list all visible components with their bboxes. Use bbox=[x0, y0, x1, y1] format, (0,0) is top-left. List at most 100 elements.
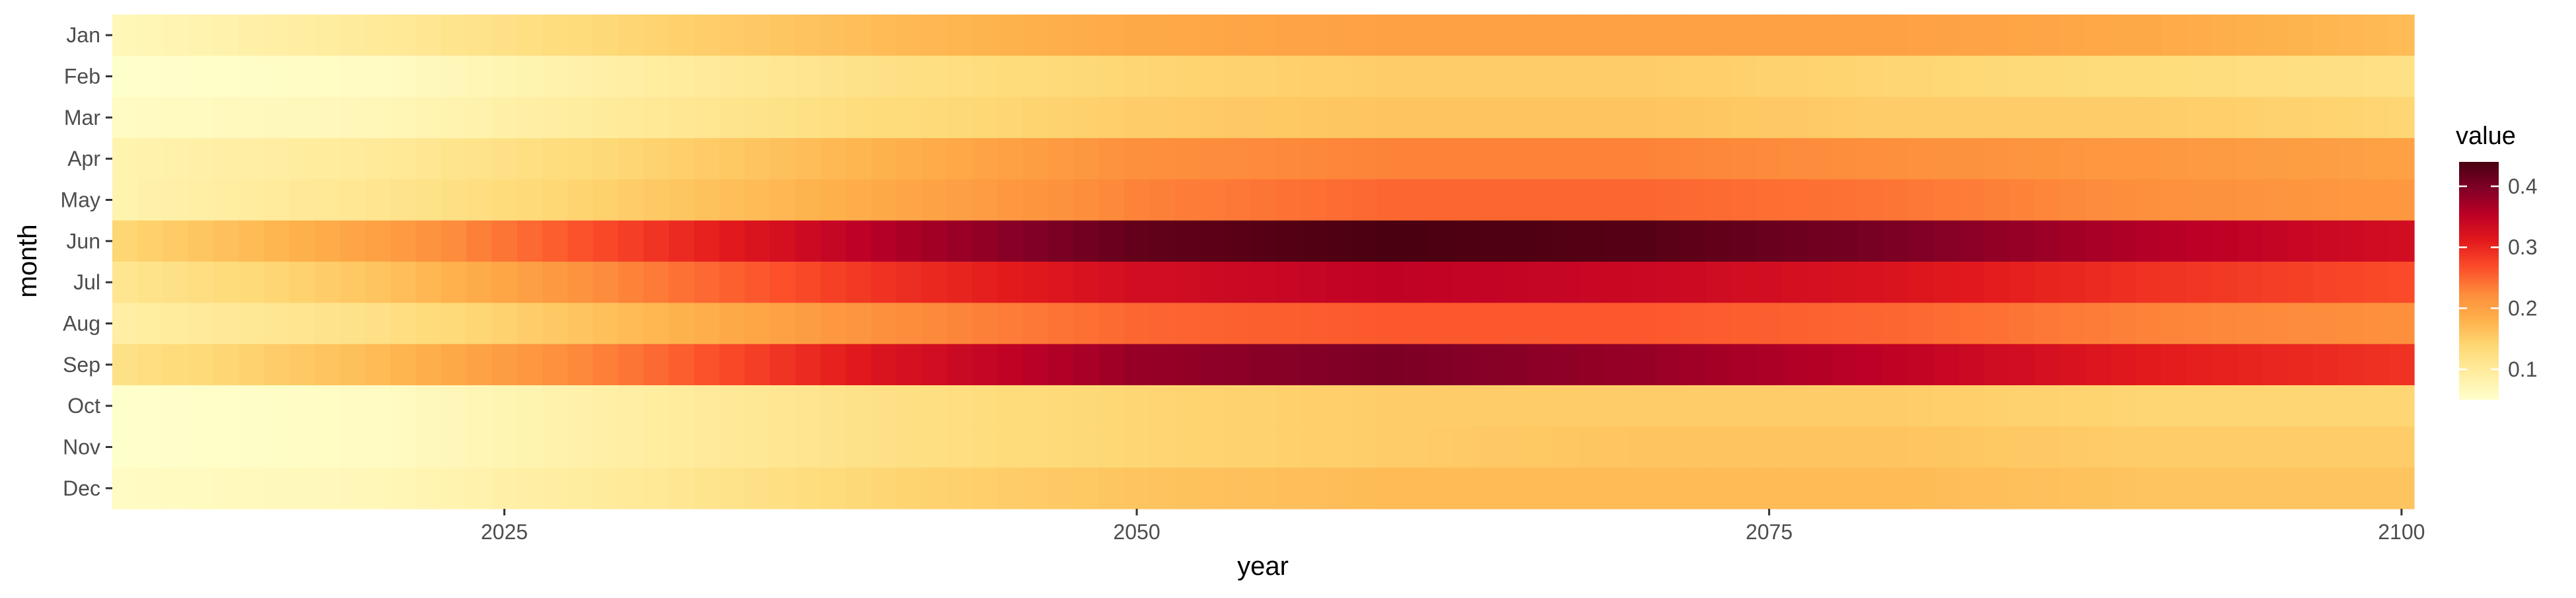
heatmap-cell-may-2081 bbox=[1908, 179, 1934, 221]
heatmap-cell-jul-2031 bbox=[643, 262, 670, 303]
heatmap-cell-sep-2078 bbox=[1832, 344, 1859, 386]
heatmap-cell-dec-2027 bbox=[542, 467, 568, 509]
heatmap-cell-nov-2099 bbox=[2363, 426, 2390, 468]
heatmap-cell-apr-2098 bbox=[2338, 138, 2365, 180]
heatmap-cell-oct-2054 bbox=[1225, 385, 1251, 427]
heatmap-cell-dec-2035 bbox=[744, 467, 771, 509]
heatmap-cell-oct-2032 bbox=[668, 385, 695, 427]
heatmap-cell-jun-2082 bbox=[1933, 220, 1960, 262]
heatmap-cell-aug-2063 bbox=[1452, 303, 1479, 345]
heatmap-cell-dec-2026 bbox=[517, 467, 543, 509]
heatmap-cell-oct-2038 bbox=[820, 385, 847, 427]
heatmap-cell-oct-2099 bbox=[2363, 385, 2390, 427]
heatmap-cell-mar-2056 bbox=[1275, 96, 1302, 139]
heatmap-cell-sep-2064 bbox=[1478, 344, 1504, 386]
heatmap-cell-nov-2093 bbox=[2211, 426, 2238, 468]
heatmap-cell-sep-2085 bbox=[2009, 344, 2036, 386]
heatmap-cell-dec-2010 bbox=[112, 467, 138, 509]
heatmap-cell-oct-2077 bbox=[1807, 385, 1833, 427]
heatmap-cell-mar-2034 bbox=[719, 96, 746, 139]
heatmap-cell-may-2074 bbox=[1731, 179, 1757, 221]
heatmap-cell-oct-2048 bbox=[1073, 385, 1100, 427]
heatmap-cell-jun-2067 bbox=[1554, 220, 1580, 262]
heatmap-cell-apr-2031 bbox=[643, 138, 670, 180]
heatmap-cell-dec-2068 bbox=[1579, 467, 1606, 509]
heatmap-cell-jul-2015 bbox=[238, 262, 265, 303]
heatmap-cell-mar-2028 bbox=[567, 96, 594, 139]
heatmap-cell-feb-2024 bbox=[466, 56, 493, 98]
heatmap-cell-nov-2070 bbox=[1629, 426, 1656, 468]
legend-tick-label-1: 0.2 bbox=[2508, 297, 2537, 320]
heatmap-cell-jun-2039 bbox=[845, 220, 872, 262]
heatmap-cell-aug-2054 bbox=[1225, 303, 1251, 345]
heatmap-cell-jun-2046 bbox=[1022, 220, 1049, 262]
heatmap-cell-jan-2075 bbox=[1756, 15, 1783, 56]
heatmap-cell-jan-2014 bbox=[213, 15, 240, 56]
heatmap-cell-mar-2064 bbox=[1478, 96, 1504, 139]
heatmap-cell-jul-2075 bbox=[1756, 262, 1783, 303]
heatmap-cell-jun-2068 bbox=[1579, 220, 1606, 262]
heatmap-cell-jan-2021 bbox=[390, 15, 417, 56]
heatmap-cell-oct-2029 bbox=[592, 385, 619, 427]
heatmap-cell-oct-2076 bbox=[1781, 385, 1808, 427]
x-tick-label-2050: 2050 bbox=[1113, 520, 1160, 544]
heatmap-cell-jul-2100 bbox=[2388, 262, 2415, 303]
heatmap-cell-nov-2079 bbox=[1857, 426, 1884, 468]
heatmap-cell-jul-2037 bbox=[795, 262, 821, 303]
heatmap-cell-may-2066 bbox=[1528, 179, 1555, 221]
heatmap-cell-jan-2079 bbox=[1857, 15, 1884, 56]
heatmap-cell-jan-2048 bbox=[1073, 15, 1100, 56]
heatmap-cell-feb-2071 bbox=[1655, 56, 1681, 98]
heatmap-cell-oct-2055 bbox=[1250, 385, 1277, 427]
heatmap-cell-apr-2068 bbox=[1579, 138, 1606, 180]
heatmap-cell-may-2073 bbox=[1705, 179, 1732, 221]
heatmap-cell-aug-2015 bbox=[238, 303, 265, 345]
heatmap-cell-jan-2066 bbox=[1528, 15, 1555, 56]
heatmap-cell-nov-2075 bbox=[1756, 426, 1783, 468]
heatmap-cell-jan-2073 bbox=[1705, 15, 1732, 56]
heatmap-cell-jun-2018 bbox=[314, 220, 341, 262]
heatmap-cell-jan-2033 bbox=[694, 15, 720, 56]
heatmap-cell-jan-2053 bbox=[1199, 15, 1226, 56]
heatmap-cell-apr-2091 bbox=[2161, 138, 2187, 180]
heatmap-cell-apr-2065 bbox=[1503, 138, 1530, 180]
heatmap-cell-dec-2052 bbox=[1174, 467, 1201, 509]
heatmap-cell-jun-2029 bbox=[592, 220, 619, 262]
heatmap-cell-sep-2083 bbox=[1958, 344, 1985, 386]
heatmap-cell-jan-2016 bbox=[264, 15, 290, 56]
heatmap-cell-apr-2018 bbox=[314, 138, 341, 180]
y-axis-title: month bbox=[13, 224, 42, 297]
heatmap-cell-nov-2072 bbox=[1680, 426, 1707, 468]
heatmap-cell-jan-2060 bbox=[1377, 15, 1403, 56]
heatmap-cell-sep-2072 bbox=[1680, 344, 1707, 386]
x-axis: 2025 2050 2075 2100 bbox=[481, 509, 2425, 544]
heatmap-cell-aug-2011 bbox=[137, 303, 164, 345]
heatmap-cell-may-2062 bbox=[1427, 179, 1454, 221]
heatmap-cell-oct-2060 bbox=[1377, 385, 1403, 427]
heatmap-cell-mar-2019 bbox=[340, 96, 366, 139]
heatmap-cell-jun-2023 bbox=[441, 220, 467, 262]
heatmap-cell-apr-2029 bbox=[592, 138, 619, 180]
heatmap-cell-apr-2052 bbox=[1174, 138, 1201, 180]
heatmap-cell-oct-2021 bbox=[390, 385, 417, 427]
heatmap-cell-jan-2013 bbox=[188, 15, 214, 56]
heatmap-cell-jun-2028 bbox=[567, 220, 594, 262]
heatmap-cell-jan-2095 bbox=[2262, 15, 2289, 56]
heatmap-cell-nov-2066 bbox=[1528, 426, 1555, 468]
heatmap-cell-feb-2060 bbox=[1377, 56, 1403, 98]
heatmap-cell-jun-2030 bbox=[618, 220, 644, 262]
heatmap-cell-mar-2071 bbox=[1655, 96, 1681, 139]
heatmap-cell-feb-2017 bbox=[289, 56, 315, 98]
heatmap-cell-dec-2028 bbox=[567, 467, 594, 509]
heatmap-cell-jan-2068 bbox=[1579, 15, 1606, 56]
heatmap-cell-oct-2090 bbox=[2135, 385, 2162, 427]
heatmap-cell-may-2051 bbox=[1149, 179, 1176, 221]
heatmap-cell-jun-2047 bbox=[1048, 220, 1074, 262]
heatmap-cell-aug-2050 bbox=[1124, 303, 1150, 345]
heatmap-cell-aug-2032 bbox=[668, 303, 695, 345]
heatmap-cell-apr-2012 bbox=[162, 138, 189, 180]
heatmap-cell-jul-2023 bbox=[441, 262, 467, 303]
heatmap-cell-sep-2088 bbox=[2085, 344, 2112, 386]
heatmap-cell-aug-2055 bbox=[1250, 303, 1277, 345]
heatmap-cell-apr-2022 bbox=[415, 138, 442, 180]
